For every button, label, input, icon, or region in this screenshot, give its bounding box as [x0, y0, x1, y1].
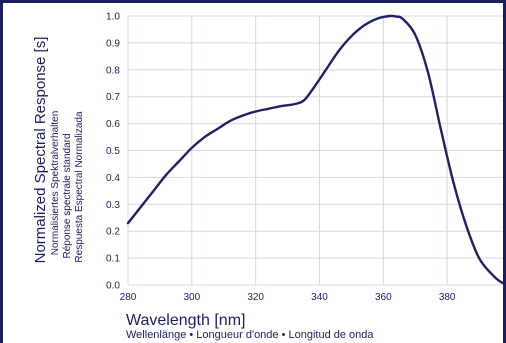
y-tick-labels: 0.0 0.1 0.2 0.3 0.4 0.5 0.6 0.7 0.8 0.9 1.0 [106, 12, 120, 292]
x-tick-labels: 280 300 320 340 360 380 400 [120, 292, 506, 303]
series [126, 14, 503, 285]
x-tick-label: 380 [439, 292, 456, 303]
y-tick-label: 0.9 [106, 38, 120, 49]
top-border [3, 0, 503, 3]
y-tick-label: 1.0 [106, 12, 120, 23]
x-axis-title: Wavelength [nm] [126, 312, 245, 329]
spectral-response-chart: 0.0 0.1 0.2 0.3 0.4 0.5 0.6 0.7 0.8 0.9 1.0 280 300… [32, 12, 506, 341]
x-tick-label: 280 [120, 292, 137, 303]
y-tick-label: 0.4 [106, 173, 120, 184]
x-tick-label: 340 [311, 292, 328, 303]
y-axis-subtitle-de: Normalisiertes Spektralverhalten [50, 111, 61, 256]
y-tick-label: 0.0 [106, 281, 120, 292]
y-tick-label: 0.3 [106, 200, 120, 211]
y-tick-label: 0.8 [106, 65, 120, 76]
y-tick-label: 0.1 [106, 254, 120, 265]
y-tick-label: 0.7 [106, 92, 120, 103]
y-tick-label: 0.5 [106, 146, 120, 157]
x-tick-label: 300 [183, 292, 200, 303]
x-tick-label: 320 [247, 292, 264, 303]
grid [127, 15, 503, 286]
y-axis-subtitle-es: Respuesta Espectral Normalizada [74, 111, 85, 263]
x-tick-label: 360 [375, 292, 392, 303]
y-tick-label: 0.6 [106, 119, 120, 130]
x-axis-subtitle: Wellenlänge • Longueur d'onde • Longitud… [126, 329, 374, 341]
y-axis-title: Normalized Spectral Response [s] [32, 37, 49, 264]
x-tick-label: 400 [503, 292, 506, 303]
y-axis-subtitle-fr: Réponse spectrale standard [62, 133, 73, 258]
y-tick-label: 0.2 [106, 227, 120, 238]
series-line [126, 14, 503, 285]
